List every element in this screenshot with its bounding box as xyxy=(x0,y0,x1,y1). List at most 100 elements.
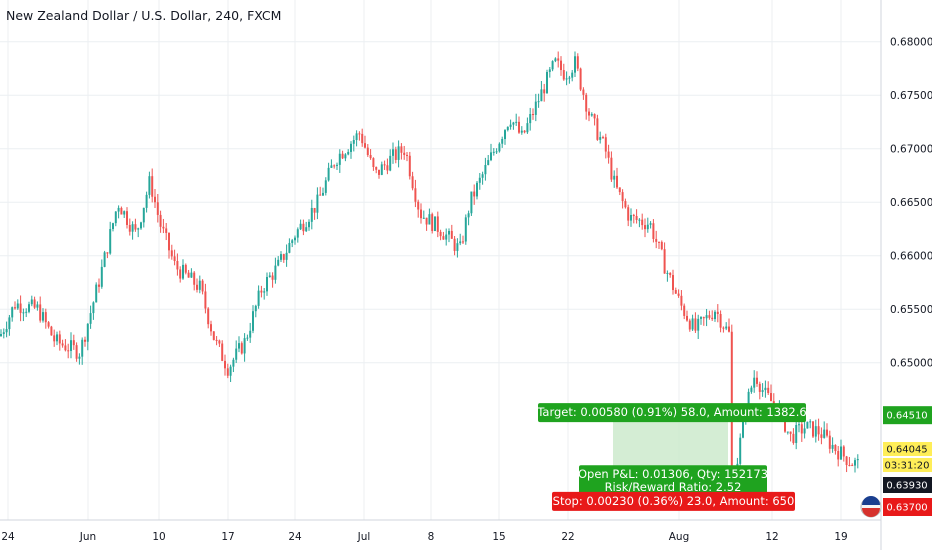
candle-body xyxy=(299,223,302,230)
candle xyxy=(22,308,25,322)
date-tick-label: 15 xyxy=(492,531,505,543)
candle-body xyxy=(450,230,453,239)
candle-body xyxy=(621,192,624,202)
candle xyxy=(294,235,296,245)
candle xyxy=(95,282,98,303)
candle xyxy=(434,216,436,232)
candle xyxy=(263,287,266,300)
candle xyxy=(501,136,504,148)
candle-body xyxy=(442,236,445,240)
position-labels[interactable]: Target: 0.00580 (0.91%) 58.0, Amount: 13… xyxy=(536,403,807,511)
candle xyxy=(851,463,854,467)
candle xyxy=(92,301,95,320)
candle xyxy=(806,421,809,429)
candle xyxy=(53,329,56,347)
candle xyxy=(450,224,453,239)
candle xyxy=(624,198,627,209)
candle xyxy=(579,67,582,92)
stop-label[interactable]: Stop: 0.00230 (0.36%) 23.0, Amount: 650 xyxy=(552,491,795,511)
candle-body xyxy=(660,241,663,250)
candle xyxy=(635,209,638,224)
candle-body xyxy=(526,123,529,133)
candle-body xyxy=(529,114,532,124)
candle xyxy=(67,343,70,359)
candle xyxy=(268,272,271,278)
candle xyxy=(184,263,187,275)
candle xyxy=(666,270,669,282)
pnl-label-text: Open P&L: 0.01306, Qty: 152173 xyxy=(578,467,768,481)
pnl-label[interactable]: Open P&L: 0.01306, Qty: 152173Risk/Rewar… xyxy=(578,465,768,497)
candle-body xyxy=(72,340,75,346)
candle-body xyxy=(814,426,817,437)
candle xyxy=(78,353,81,365)
candle xyxy=(425,217,428,231)
candle-body xyxy=(666,272,669,274)
stop-price-badge-text: 0.63700 xyxy=(886,503,927,514)
candle xyxy=(845,455,848,473)
candle xyxy=(700,316,702,325)
candle xyxy=(537,93,540,108)
candle-body xyxy=(540,89,543,102)
date-tick-label: 24 xyxy=(288,531,302,543)
candle-body xyxy=(361,133,364,144)
candle-body xyxy=(624,201,627,208)
candle-body xyxy=(403,152,406,155)
candle-body xyxy=(730,331,733,473)
candle-body xyxy=(173,256,176,262)
candle xyxy=(249,322,252,343)
candle xyxy=(176,253,179,276)
candle xyxy=(725,322,728,331)
candle xyxy=(162,218,165,234)
candle-body xyxy=(8,317,11,330)
candle xyxy=(632,213,635,224)
candle xyxy=(33,296,36,309)
candle xyxy=(123,210,126,218)
candle xyxy=(571,69,574,82)
candle xyxy=(266,272,268,296)
target-label[interactable]: Target: 0.00580 (0.91%) 58.0, Amount: 13… xyxy=(536,403,807,423)
candle-body xyxy=(151,176,154,197)
price-tick-label: 0.65500 xyxy=(890,304,932,316)
candle xyxy=(327,162,330,182)
candle-body xyxy=(22,312,25,314)
candle xyxy=(420,203,422,224)
date-tick-label: 22 xyxy=(561,531,574,543)
candle xyxy=(375,166,378,174)
candle xyxy=(439,229,442,241)
candle-body xyxy=(165,228,168,233)
candle-body xyxy=(848,465,851,467)
candle-body xyxy=(288,242,291,253)
candle-body xyxy=(400,146,403,153)
candle xyxy=(487,154,490,166)
candle-body xyxy=(53,335,56,342)
candle xyxy=(518,116,520,134)
candle-body xyxy=(58,334,61,344)
candle-body xyxy=(75,345,78,359)
candle-body xyxy=(420,209,422,219)
candle xyxy=(210,320,212,336)
currency-flag-icon[interactable] xyxy=(860,496,882,518)
candle-body xyxy=(243,338,246,354)
candle xyxy=(546,69,548,94)
candle xyxy=(473,184,476,205)
candle xyxy=(411,171,414,191)
candle-body xyxy=(655,238,658,242)
candle xyxy=(856,454,859,469)
candle xyxy=(282,253,285,263)
target-label-box xyxy=(538,403,806,423)
candle xyxy=(100,259,103,289)
candle xyxy=(400,143,403,160)
candle xyxy=(154,188,156,209)
candle xyxy=(140,221,142,230)
candle xyxy=(277,256,280,267)
candle-body xyxy=(758,383,761,392)
candle-body xyxy=(78,356,81,359)
candle xyxy=(201,279,204,295)
candle xyxy=(526,117,529,134)
chart-title: New Zealand Dollar / U.S. Dollar, 240, F… xyxy=(6,8,282,23)
candle xyxy=(515,113,518,126)
candle xyxy=(288,238,291,254)
candle-body xyxy=(406,154,408,156)
